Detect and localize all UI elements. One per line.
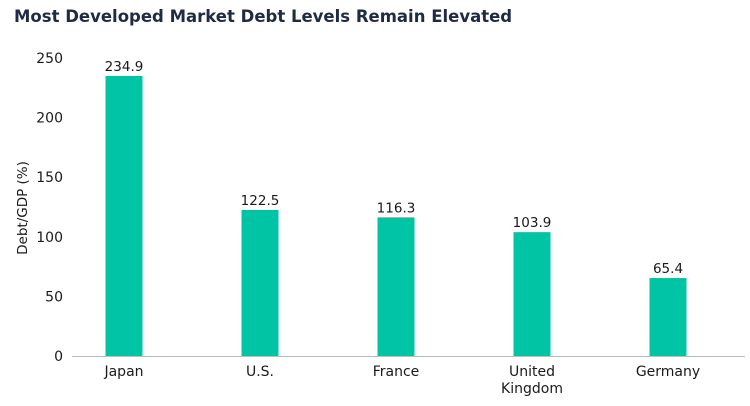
bar-value-label: 65.4 [653, 261, 683, 277]
bar [377, 217, 415, 356]
bar [105, 75, 143, 356]
bar [513, 232, 551, 356]
y-tick-label: 50 [45, 289, 63, 305]
bar [241, 209, 279, 356]
x-category-label: France [373, 364, 420, 380]
y-tick-label: 200 [36, 111, 63, 127]
category-labels-group: Japan U.S. France United Kingdom Germany [103, 364, 700, 397]
x-category-label: Japan [103, 364, 143, 380]
chart-title: Most Developed Market Debt Levels Remain… [14, 7, 513, 26]
bar-value-label: 234.9 [105, 59, 144, 75]
y-tick-label: 100 [36, 230, 63, 246]
y-axis-title: Debt/GDP (%) [15, 161, 31, 255]
bars-group [105, 75, 687, 356]
bar-value-label: 103.9 [513, 215, 552, 231]
x-category-label: Germany [636, 364, 700, 380]
y-axis-ticks: 0 50 100 150 200 250 [36, 51, 63, 365]
bar [649, 278, 687, 356]
y-tick-label: 150 [36, 170, 63, 186]
y-tick-label: 0 [54, 349, 63, 365]
bar-value-label: 116.3 [377, 200, 416, 216]
y-tick-label: 250 [36, 51, 63, 67]
x-category-label: United Kingdom [501, 364, 563, 397]
data-labels-group: 234.9 122.5 116.3 103.9 65.4 [105, 59, 683, 277]
x-category-label: U.S. [246, 364, 274, 380]
bar-value-label: 122.5 [241, 193, 280, 209]
